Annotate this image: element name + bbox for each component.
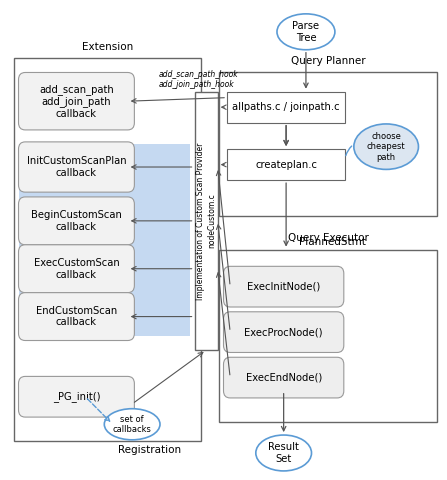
Ellipse shape: [354, 124, 418, 169]
Text: InitCustomScanPlan
callback: InitCustomScanPlan callback: [27, 156, 126, 178]
FancyBboxPatch shape: [224, 357, 344, 398]
FancyBboxPatch shape: [224, 266, 344, 307]
Text: Query Executor: Query Executor: [288, 233, 369, 243]
Text: allpaths.c / joinpath.c: allpaths.c / joinpath.c: [232, 102, 340, 112]
Text: EndCustomScan
callback: EndCustomScan callback: [36, 306, 117, 327]
Ellipse shape: [277, 14, 335, 50]
FancyBboxPatch shape: [227, 149, 345, 180]
FancyBboxPatch shape: [18, 72, 135, 130]
Text: choose
cheapest
path: choose cheapest path: [367, 132, 405, 162]
FancyBboxPatch shape: [18, 144, 190, 336]
FancyBboxPatch shape: [14, 58, 201, 441]
FancyBboxPatch shape: [194, 92, 218, 350]
Text: ExecProcNode(): ExecProcNode(): [245, 327, 323, 337]
Text: Extension: Extension: [82, 42, 133, 52]
FancyBboxPatch shape: [219, 250, 438, 422]
Text: ExecInitNode(): ExecInitNode(): [247, 282, 320, 292]
Ellipse shape: [256, 435, 312, 471]
FancyBboxPatch shape: [18, 245, 135, 293]
Text: PlannedStmt: PlannedStmt: [299, 237, 367, 247]
Text: Implementation of Custom Scan Provider
nodeCustom.c: Implementation of Custom Scan Provider n…: [196, 142, 216, 300]
Text: Parse
Tree: Parse Tree: [292, 21, 320, 43]
Text: createplan.c: createplan.c: [255, 160, 317, 169]
FancyBboxPatch shape: [227, 92, 345, 123]
Text: BeginCustomScan
callback: BeginCustomScan callback: [31, 210, 122, 232]
FancyBboxPatch shape: [219, 72, 438, 216]
Text: Result
Set: Result Set: [268, 442, 299, 464]
FancyBboxPatch shape: [18, 293, 135, 340]
Ellipse shape: [104, 408, 160, 440]
FancyBboxPatch shape: [224, 312, 344, 352]
Text: add_scan_path
add_join_path
callback: add_scan_path add_join_path callback: [39, 84, 114, 119]
Text: Registration: Registration: [118, 444, 181, 455]
FancyBboxPatch shape: [18, 142, 135, 192]
FancyBboxPatch shape: [18, 376, 135, 417]
Text: ExecCustomScan
callback: ExecCustomScan callback: [34, 258, 119, 279]
FancyBboxPatch shape: [18, 197, 135, 245]
Text: ExecEndNode(): ExecEndNode(): [245, 372, 322, 383]
Text: Query Planner: Query Planner: [291, 56, 366, 66]
Text: _PG_init(): _PG_init(): [53, 391, 100, 402]
Text: add_scan_path_hook
add_join_path_hook: add_scan_path_hook add_join_path_hook: [159, 70, 239, 89]
Text: set of
callbacks: set of callbacks: [113, 415, 152, 434]
